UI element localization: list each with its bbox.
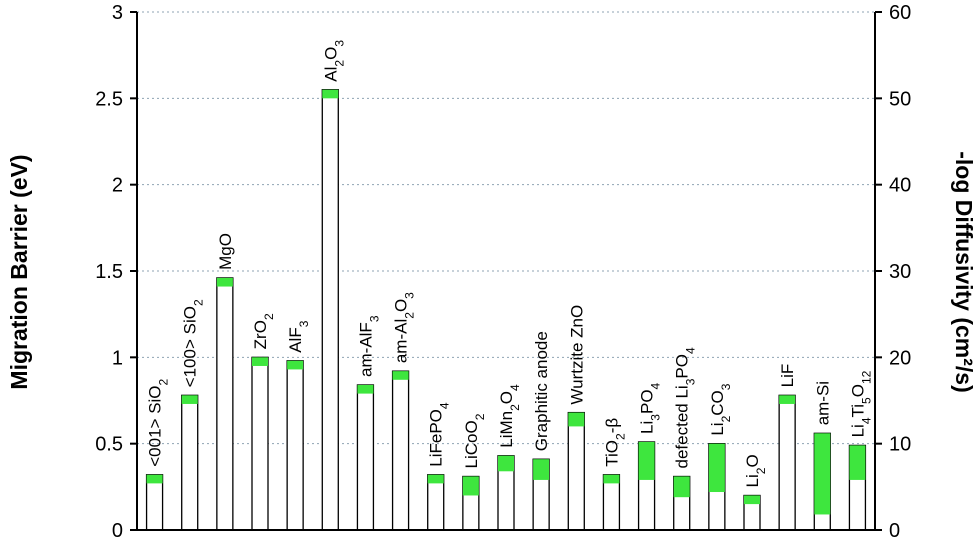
bar-range	[708, 443, 725, 493]
y-tick-label: 0	[112, 520, 123, 542]
bar-range	[462, 476, 479, 496]
bar	[778, 394, 796, 531]
y2-axis-title: -log Diffusivity (cm²/s)	[951, 151, 977, 393]
bar-label: TiO2-β	[602, 418, 627, 467]
y-axis-title: Migration Barrier (eV)	[6, 154, 32, 389]
bar	[391, 370, 410, 531]
bar-labels: <001> SiO2 <100> SiO2 MgO ZrO2 AlF3 Al2O3 am-A…	[146, 40, 874, 488]
bar-range	[849, 445, 866, 480]
bar-range	[357, 384, 374, 394]
bar-label: Al2O3	[321, 40, 346, 82]
bar-label: LiCoO2	[462, 413, 487, 468]
bar-range	[603, 474, 620, 484]
y-tick-label: 1	[112, 347, 123, 369]
y2-tick-label: 10	[889, 434, 911, 456]
bar	[356, 384, 375, 531]
bar-label: AlF3	[286, 320, 311, 353]
bar-label: LiF	[778, 364, 797, 388]
bar-range	[744, 495, 760, 505]
bar	[286, 360, 304, 531]
y-tick-label: 0.5	[95, 434, 123, 456]
bar-label: MgO	[216, 233, 235, 270]
bar	[181, 394, 199, 531]
y2-tick-label: 50	[889, 88, 911, 110]
bar	[216, 277, 234, 531]
y2-tick-label: 0	[889, 520, 900, 542]
y2-tick-label: 60	[889, 2, 911, 24]
bar-label: Li2CO3	[708, 383, 733, 435]
bar-range	[392, 371, 409, 380]
bar-label: Wurtzite ZnO	[567, 305, 586, 405]
bar-label: LiFePO4	[427, 402, 452, 467]
y2-tick-label: 40	[889, 175, 911, 197]
bar-range	[498, 455, 514, 472]
bar-range	[252, 357, 268, 366]
y-tick-label: 2	[112, 175, 123, 197]
bar-label: Graphitic anode	[532, 331, 551, 451]
bar-range	[638, 441, 655, 480]
bar-range	[216, 277, 233, 287]
bar-range	[779, 395, 796, 404]
bar-label: LiMn2O4	[497, 384, 522, 448]
bar-label: defected Li3PO4	[673, 347, 698, 468]
bar-label: <001> SiO2	[146, 378, 171, 466]
bar-label: am-Si	[813, 381, 832, 425]
bar-range	[287, 360, 304, 370]
bar-range	[181, 395, 198, 404]
bar-range	[322, 89, 339, 99]
bar-range	[673, 476, 690, 498]
bar-range	[146, 474, 163, 484]
bar-label: <100> SiO2	[181, 299, 206, 387]
bar-range	[533, 459, 550, 480]
bar-label: Li4Ti5O12	[848, 370, 873, 437]
bar	[251, 356, 269, 531]
bars	[145, 89, 867, 531]
bar-label: am-Al2O3	[392, 292, 417, 363]
y-tick-label: 3	[112, 2, 123, 24]
bar	[321, 89, 339, 531]
bar-label: Li3PO4	[638, 382, 663, 433]
y-tick-label: 2.5	[95, 88, 123, 110]
bar-range	[814, 433, 831, 515]
y2-tick-label: 20	[889, 347, 911, 369]
bar	[567, 411, 585, 531]
bar-label: ZrO2	[251, 313, 276, 349]
y2-tick-label: 30	[889, 261, 911, 283]
y-tick-label: 1.5	[95, 261, 123, 283]
bar-label: Li2O	[743, 454, 768, 487]
grid-lines	[137, 11, 875, 445]
bar-label: am-AlF3	[356, 315, 381, 377]
bar-range	[568, 412, 585, 427]
bar-range	[427, 474, 444, 484]
